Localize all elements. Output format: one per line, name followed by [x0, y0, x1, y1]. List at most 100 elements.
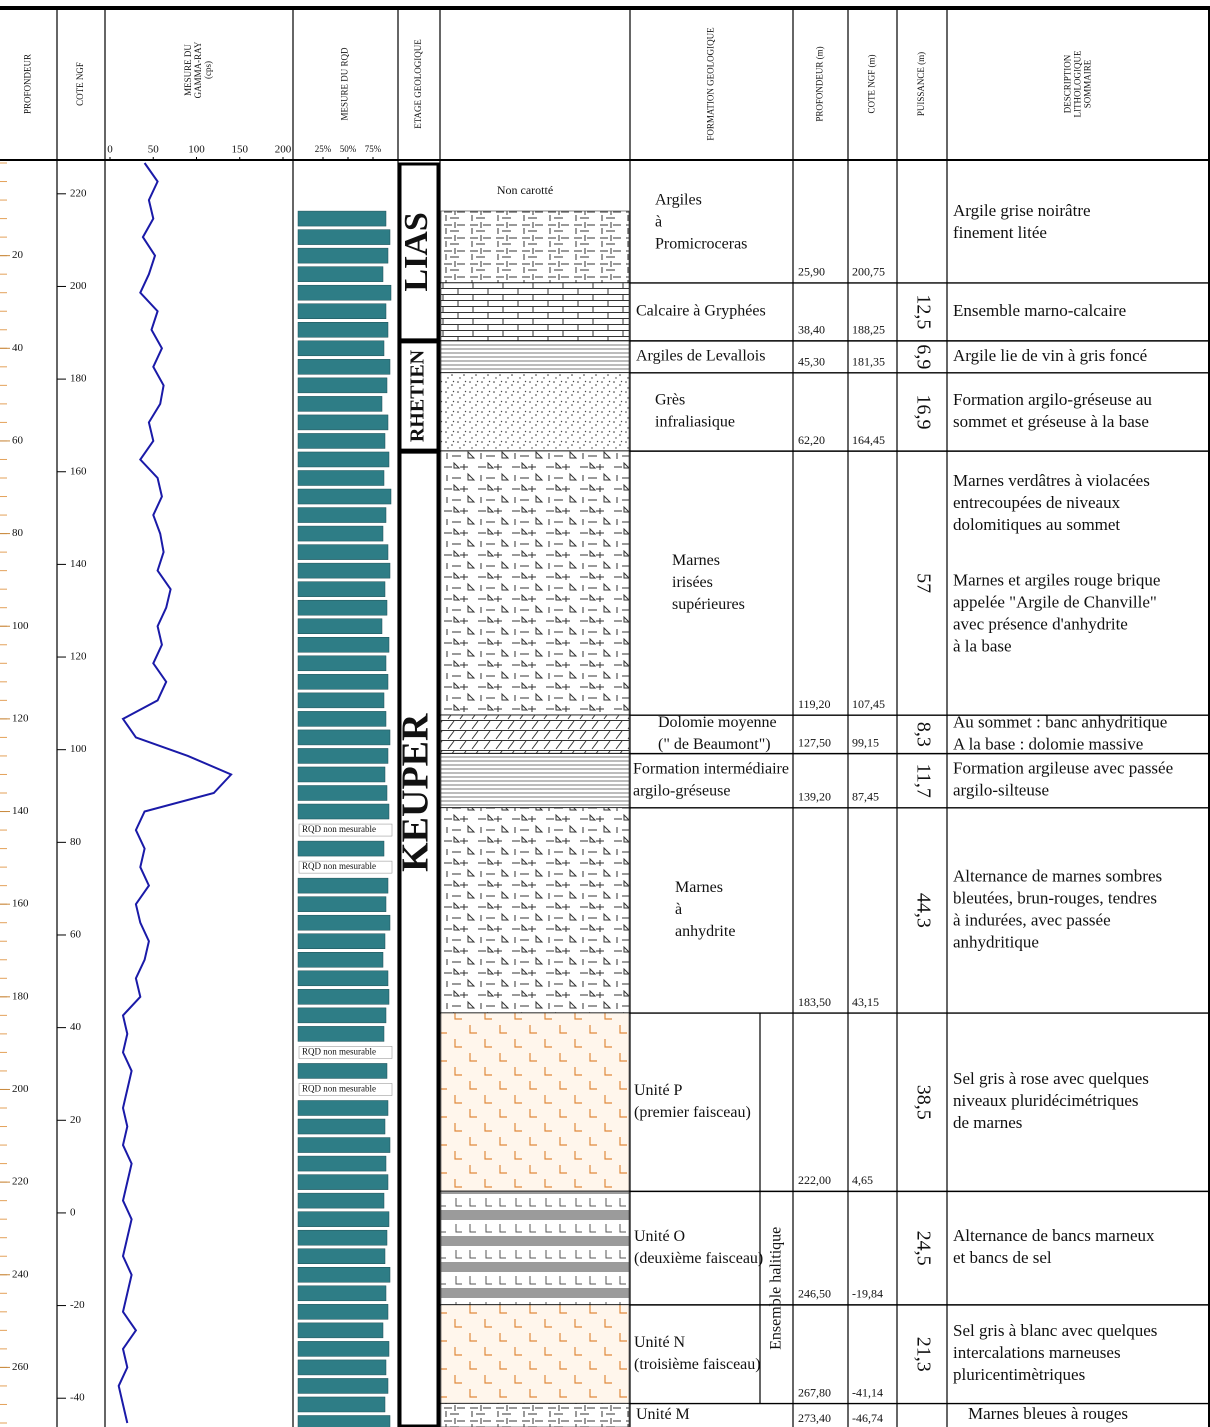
rqd-bar — [297, 1229, 388, 1246]
cote-tick-label: 120 — [70, 651, 87, 663]
depth-tick-label: 80 — [12, 527, 24, 539]
rqd-bar — [297, 729, 391, 746]
bottom-cote: 181,35 — [852, 355, 885, 369]
description: Marnes bleues à rouges — [968, 1404, 1128, 1423]
rqd-bar — [297, 1100, 389, 1116]
bottom-cote: 200,75 — [852, 265, 885, 279]
description: Marnes verdâtres à violacées — [953, 471, 1150, 490]
rqd-bar — [297, 377, 388, 394]
gamma-tick-label: 0 — [107, 144, 113, 156]
depth-tick-label: 100 — [12, 620, 29, 632]
formation-name: Unité N — [634, 1334, 686, 1351]
rqd-tick-label: 25% — [315, 144, 332, 154]
bottom-depth: 119,20 — [798, 697, 831, 711]
description: bleutées, brun-rouges, tendres — [953, 888, 1157, 907]
formation-name: Grès — [655, 392, 685, 409]
rqd-note-box — [298, 1046, 393, 1059]
rqd-note: RQD non mesurable — [302, 824, 376, 834]
description: et bancs de sel — [953, 1248, 1052, 1267]
bottom-depth: 273,40 — [798, 1411, 831, 1425]
formation-name: infraliasique — [655, 414, 735, 431]
bottom-depth: 139,20 — [798, 790, 831, 804]
rqd-bar — [297, 1322, 384, 1339]
frame — [0, 6, 1210, 1427]
rqd-bar — [297, 914, 391, 931]
formation-name: Calcaire à Gryphées — [636, 303, 766, 320]
rqd-bar — [297, 952, 384, 968]
rqd-bar — [297, 284, 392, 301]
description: niveaux pluridécimétriques — [953, 1091, 1139, 1110]
bottom-depth: 267,80 — [798, 1385, 831, 1399]
thickness: 16,9 — [912, 394, 934, 429]
description: Argile grise noirâtre — [953, 201, 1091, 220]
bottom-depth: 246,50 — [798, 1287, 831, 1301]
rqd-bar — [297, 766, 386, 783]
description: pluricentimètriques — [953, 1365, 1085, 1384]
rqd-bar — [297, 933, 386, 949]
description: Alternance de bancs marneux — [953, 1226, 1155, 1245]
lithology — [440, 340, 630, 374]
cote-tick-label: -40 — [70, 1392, 85, 1404]
rqd-bar — [297, 247, 389, 264]
stage-name: RHETIEN — [407, 349, 429, 442]
thickness: 8,3 — [912, 722, 934, 747]
rqd-bar — [297, 451, 390, 468]
rqd-bar — [297, 322, 389, 338]
bottom-cote: 164,45 — [852, 433, 885, 447]
gamma-tick-label: 150 — [232, 144, 249, 156]
rqd-bar — [297, 803, 390, 820]
cote-tick-label: 180 — [70, 373, 87, 385]
cote-tick-label: 80 — [70, 836, 82, 848]
description: Ensemble marno-calcaire — [953, 301, 1126, 320]
stage-box — [398, 340, 440, 452]
depth-tick-label: 20 — [12, 249, 24, 261]
formation-name: Marnes — [672, 552, 720, 569]
rqd-bar — [297, 1118, 386, 1135]
stage-name: LIAS — [398, 212, 435, 291]
formation-name: Unité O — [634, 1228, 685, 1245]
bottom-depth: 38,40 — [798, 323, 825, 337]
lithology — [440, 372, 630, 452]
lithology — [440, 1191, 630, 1306]
rqd-bar — [297, 970, 389, 987]
column-header: GAMMA-RAY — [193, 41, 203, 98]
lithology — [440, 450, 630, 716]
rqd-bar — [297, 877, 389, 894]
thickness: 21,3 — [912, 1337, 934, 1372]
rqd-bar — [297, 581, 386, 597]
rqd-bar — [297, 1415, 391, 1427]
stage-name: KEUPER — [395, 713, 437, 872]
bottom-depth: 62,20 — [798, 433, 825, 447]
cote-tick-label: 20 — [70, 1114, 82, 1126]
formation-name: (troisième faisceau) — [634, 1356, 761, 1373]
lithology — [440, 807, 630, 1014]
description: dolomitiques au sommet — [953, 515, 1120, 534]
stage-box — [398, 162, 440, 342]
rqd-note-box — [298, 1083, 393, 1096]
rqd-bar — [297, 340, 385, 357]
cote-tick-label: 220 — [70, 187, 87, 199]
rqd-bar — [297, 896, 387, 912]
column-header: SOMMAIRE — [1083, 59, 1093, 108]
thickness: 12,5 — [912, 294, 934, 329]
rqd-bar — [297, 692, 385, 709]
cote-tick-label: 160 — [70, 465, 87, 477]
bottom-cote: 188,25 — [852, 323, 885, 337]
rqd-bar — [297, 785, 388, 801]
lithology — [440, 210, 630, 284]
rqd-bar — [297, 210, 387, 227]
rqd-bar — [297, 433, 386, 449]
rqd-bar — [297, 1063, 388, 1079]
cote-tick-label: 0 — [70, 1206, 76, 1218]
bottom-cote: -19,84 — [852, 1287, 883, 1301]
rqd-bar — [297, 1137, 391, 1153]
description: Sel gris à rose avec quelques — [953, 1069, 1149, 1088]
column-header: MESURE DU RQD — [340, 47, 350, 121]
description: Alternance de marnes sombres — [953, 866, 1162, 885]
column-header: (cps) — [203, 61, 213, 79]
description: Marnes et argiles rouge brique — [953, 571, 1160, 590]
formation-name: Formation intermédiaire — [633, 760, 789, 777]
description: de marnes — [953, 1113, 1022, 1132]
rqd-bar — [297, 1285, 387, 1302]
thickness: 24,5 — [912, 1231, 934, 1266]
